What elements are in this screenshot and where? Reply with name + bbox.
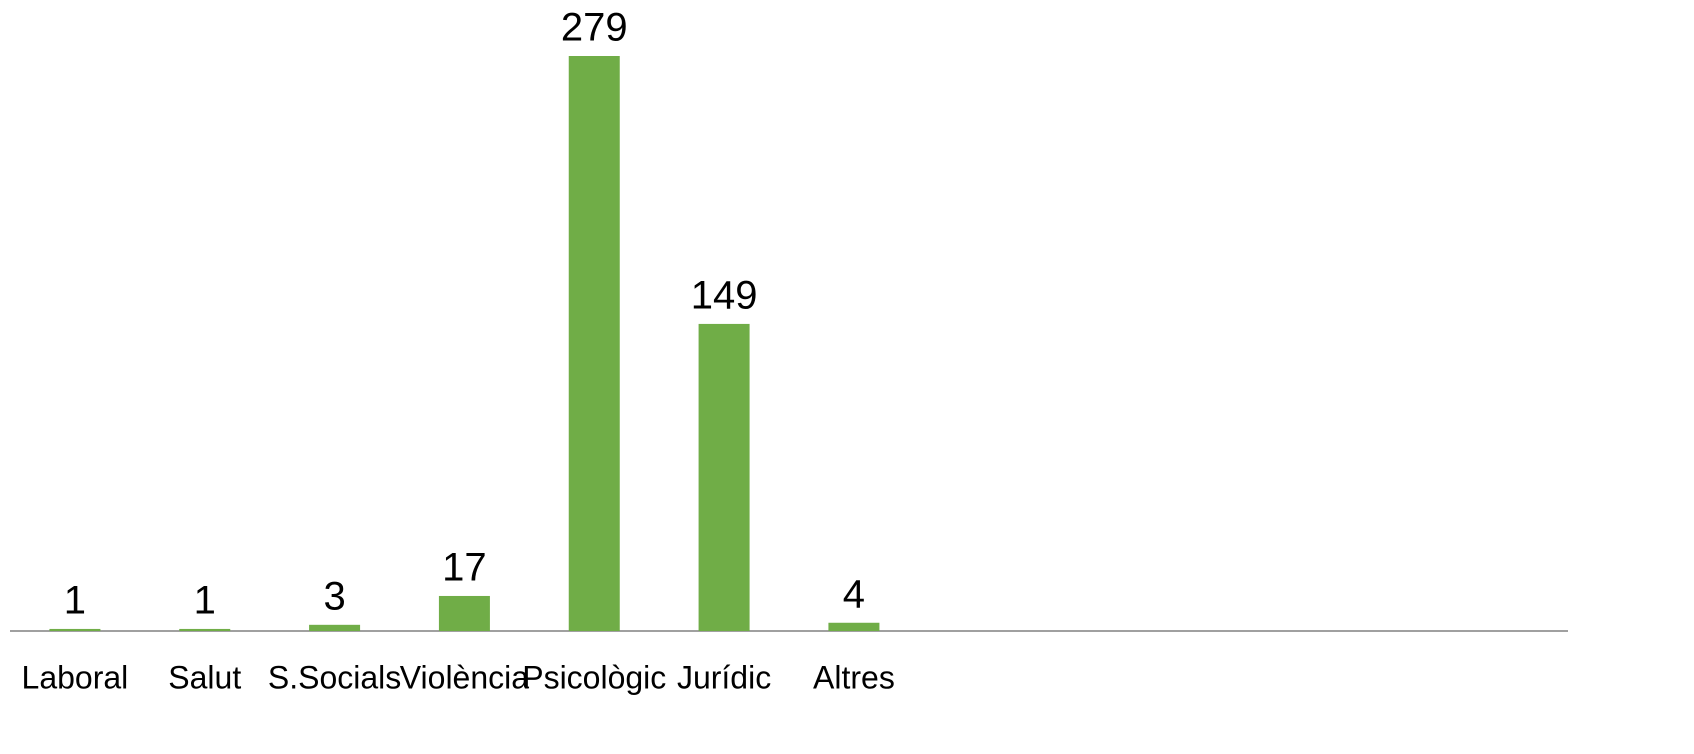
bar <box>309 624 361 631</box>
x-tick-label: Violència <box>400 659 529 695</box>
data-label: 3 <box>323 574 345 618</box>
bar <box>179 628 231 631</box>
x-tick-label: Jurídic <box>677 659 771 695</box>
x-tick-label: Psicològic <box>522 659 666 695</box>
bar <box>49 628 101 631</box>
x-tick-label: Altres <box>813 659 895 695</box>
x-tick-label: Salut <box>168 659 241 695</box>
x-tick-label: S.Socials <box>268 659 401 695</box>
bar <box>828 622 880 631</box>
data-label: 4 <box>843 572 865 616</box>
bar <box>698 323 750 631</box>
bar <box>568 56 620 631</box>
bar <box>438 595 490 631</box>
data-label: 279 <box>561 6 628 50</box>
data-label: 17 <box>442 546 487 590</box>
data-label: 149 <box>691 273 758 317</box>
data-label: 1 <box>194 579 216 623</box>
data-label: 1 <box>64 579 86 623</box>
x-tick-label: Laboral <box>22 659 129 695</box>
